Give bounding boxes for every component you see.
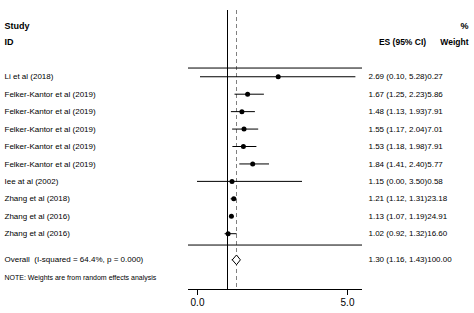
- svg-text:5.0: 5.0: [341, 297, 355, 308]
- svg-text:0.0: 0.0: [191, 297, 205, 308]
- svg-text:Zhang et al (2016): Zhang et al (2016): [5, 212, 71, 221]
- svg-text:Study: Study: [5, 21, 30, 31]
- svg-text:Felker-Kantor et al (2019): Felker-Kantor et al (2019): [5, 160, 96, 169]
- svg-text:2.69 (0.10, 5.28)0.27: 2.69 (0.10, 5.28)0.27: [369, 72, 444, 81]
- svg-text:Li et al (2018): Li et al (2018): [5, 72, 54, 81]
- svg-text:ID: ID: [5, 37, 15, 47]
- svg-text:Overall (I-squared = 64.4%, p: Overall (I-squared = 64.4%, p = 0.000): [5, 255, 144, 264]
- svg-text:1.21 (1.12, 1.31)23.18: 1.21 (1.12, 1.31)23.18: [369, 194, 448, 203]
- svg-text:1.13 (1.07, 1.19)24.91: 1.13 (1.07, 1.19)24.91: [369, 212, 448, 221]
- svg-text:%: %: [460, 21, 468, 31]
- svg-text:1.55 (1.17, 2.04)7.01: 1.55 (1.17, 2.04)7.01: [369, 125, 444, 134]
- svg-text:NOTE: Weights are from random: NOTE: Weights are from random effects an…: [5, 274, 157, 282]
- svg-text:1.53 (1.18, 1.98)7.91: 1.53 (1.18, 1.98)7.91: [369, 142, 444, 151]
- svg-text:Felker-Kantor et al (2019): Felker-Kantor et al (2019): [5, 125, 96, 134]
- svg-text:Felker-Kantor et al (2019): Felker-Kantor et al (2019): [5, 107, 96, 116]
- svg-text:1.84 (1.41, 2.40)5.77: 1.84 (1.41, 2.40)5.77: [369, 160, 444, 169]
- svg-text:Felker-Kantor et al (2019): Felker-Kantor et al (2019): [5, 90, 96, 99]
- svg-text:1.67 (1.25, 2.23)5.86: 1.67 (1.25, 2.23)5.86: [369, 90, 444, 99]
- svg-text:Zhang et al (2016): Zhang et al (2016): [5, 229, 71, 238]
- svg-text:Felker-Kantor et al (2019): Felker-Kantor et al (2019): [5, 142, 96, 151]
- svg-text:Iee at al (2002): Iee at al (2002): [5, 177, 59, 186]
- svg-text:1.15 (0.00, 3.50)0.58: 1.15 (0.00, 3.50)0.58: [369, 177, 444, 186]
- svg-text:1.48 (1.13, 1.93)7.91: 1.48 (1.13, 1.93)7.91: [369, 107, 444, 116]
- svg-text:Zhang et al (2018): Zhang et al (2018): [5, 194, 71, 203]
- svg-text:1.02 (0.92, 1.32)16.60: 1.02 (0.92, 1.32)16.60: [369, 229, 448, 238]
- svg-text:Weight: Weight: [440, 37, 468, 47]
- svg-text:ES (95% CI): ES (95% CI): [379, 37, 426, 47]
- svg-text:1.30 (1.16, 1.43)100.00: 1.30 (1.16, 1.43)100.00: [369, 255, 453, 264]
